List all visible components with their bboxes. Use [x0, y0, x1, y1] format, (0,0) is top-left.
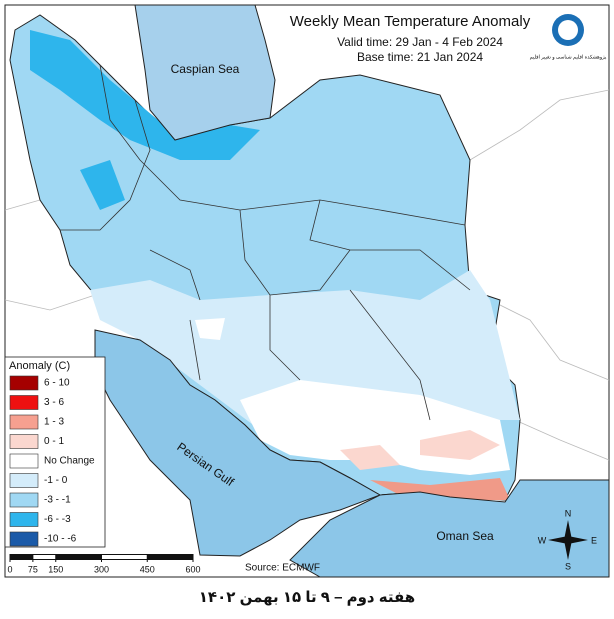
legend-label: 1 - 3 — [44, 417, 64, 428]
province-borders — [60, 64, 471, 421]
legend-items: 6 - 10 3 - 6 1 - 3 0 - 1 No Change -1 - 0 -3 -… — [9, 375, 95, 547]
source: Source: ECMWF — [245, 563, 320, 574]
scale-bar: 0 75 150 300 450 600 — [7, 554, 201, 574]
scale-label: 75 — [28, 564, 38, 574]
scale-label: 600 — [185, 564, 200, 574]
legend-label: -10 - -6 — [44, 534, 77, 545]
cold-region — [30, 30, 260, 210]
map-title: Weekly Mean Temperature Anomaly — [290, 13, 531, 30]
caspian-sea — [134, 4, 276, 141]
legend-swatch — [9, 414, 39, 430]
scale-label: 300 — [94, 564, 109, 574]
legend-swatch — [9, 512, 39, 527]
oman-sea — [289, 479, 610, 578]
legend-swatch — [9, 473, 39, 488]
compass-n: N — [565, 508, 572, 518]
valid-time: Valid time: 29 Jan - 4 Feb 2024 — [337, 35, 503, 49]
footer: هفته دوم – ۹ تا ۱۵ بهمن ۱۴۰۲ — [199, 589, 415, 606]
legend-swatch — [9, 395, 39, 410]
scale-label: 0 — [7, 564, 12, 574]
legend-title: Anomaly (C) — [9, 360, 70, 372]
legend-swatch — [9, 492, 39, 508]
legend-swatch — [9, 453, 39, 469]
legend-label: 3 - 6 — [44, 397, 64, 408]
scale-bar-segment — [101, 555, 148, 559]
scale-bar-segment — [32, 555, 56, 559]
compass-s: S — [565, 561, 571, 571]
logo-text: پژوهشکده اقلیم شناسی و تغییر اقلیم — [530, 54, 607, 60]
sea-label: Caspian Sea — [171, 62, 240, 76]
sea-label: Oman Sea — [436, 529, 494, 543]
legend-label: -3 - -1 — [44, 495, 71, 506]
legend-label: No Change — [44, 456, 95, 467]
scale-label: 450 — [140, 564, 155, 574]
legend-swatch — [9, 375, 39, 391]
scale-label: 150 — [48, 564, 63, 574]
compass-e: E — [591, 535, 597, 545]
legend-label: 6 - 10 — [44, 378, 70, 389]
warm-region — [340, 430, 500, 470]
compass-w: W — [538, 535, 547, 545]
mild-region — [90, 270, 520, 430]
legend-swatch — [9, 434, 39, 449]
logo — [558, 20, 578, 40]
compass-rose — [548, 520, 588, 560]
legend-label: -6 - -3 — [44, 514, 71, 525]
legend-label: -1 - 0 — [44, 475, 68, 486]
no-change-region — [195, 318, 510, 475]
legend-label: 0 - 1 — [44, 436, 64, 447]
legend-swatch — [9, 531, 39, 547]
neighbor-borders — [4, 89, 610, 461]
base-time: Base time: 21 Jan 2024 — [357, 50, 483, 64]
